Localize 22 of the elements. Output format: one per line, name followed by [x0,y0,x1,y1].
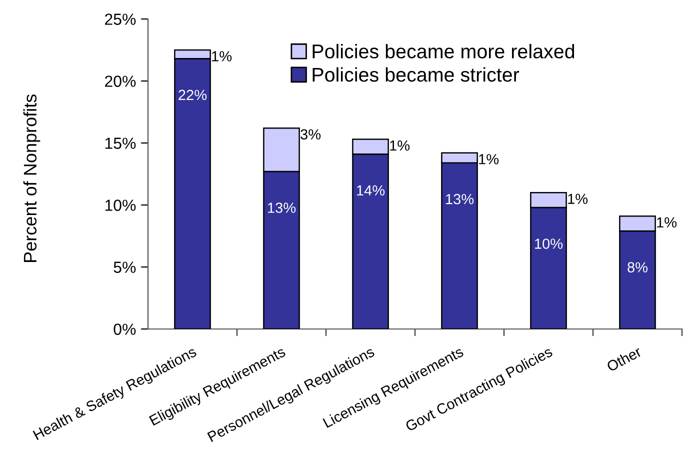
legend-label: Policies became more relaxed [312,44,574,58]
y-tick-label: 5% [114,262,136,273]
data-label: 1% [568,194,588,204]
data-label: 13% [446,194,474,204]
y-axis-title: Percent of Nonprofits [23,94,40,262]
data-label: 14% [357,185,385,196]
x-tick-label: Other [606,346,642,372]
data-label: 22% [178,90,207,100]
y-tick-label: 0% [114,324,136,335]
y-tick-label: 10% [105,200,136,211]
y-tick-label: 25% [105,14,136,25]
data-label: 13% [268,202,296,213]
y-tick-label: 20% [105,76,136,87]
data-label: 1% [479,154,499,164]
y-tick-label: 15% [105,138,136,149]
data-label: 1% [390,140,410,151]
data-label: 8% [628,262,648,272]
data-label: 10% [535,238,563,249]
data-label: 3% [300,129,321,140]
data-label: 1% [212,51,232,62]
legend-label: Policies became stricter [312,67,520,82]
data-label: 1% [657,217,677,228]
